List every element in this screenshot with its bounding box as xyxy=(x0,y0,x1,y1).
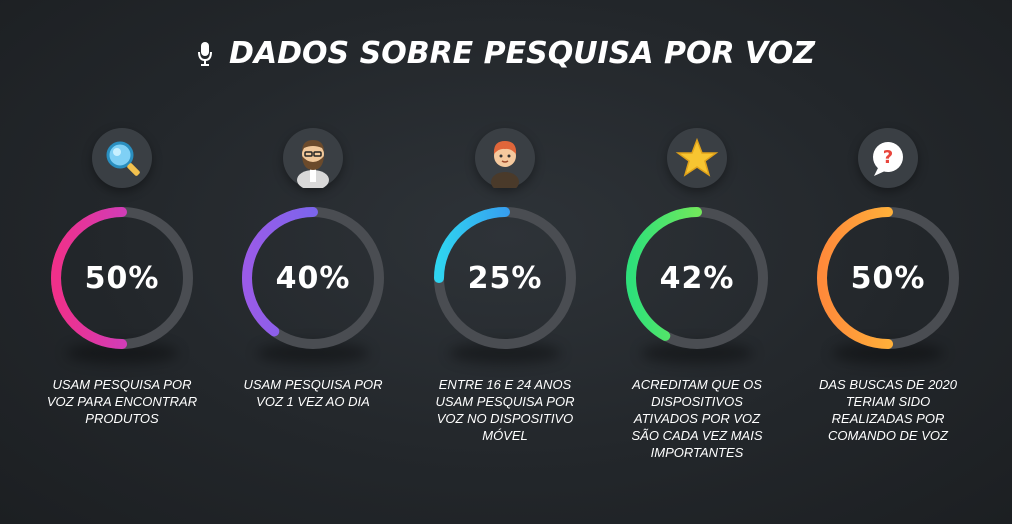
stat-card: 42% ACREDITAM QUE OS DISPOSITIVOS ATIVADO… xyxy=(607,120,787,500)
ring-shadow xyxy=(257,342,369,364)
donut-value-arc xyxy=(51,207,193,349)
donut-ring xyxy=(51,207,193,349)
stat-avatar xyxy=(667,128,727,188)
stat-card: 50% USAM PESQUISA POR VOZ PARA ENCONTRAR … xyxy=(32,120,212,500)
stat-description: ENTRE 16 E 24 ANOS USAM PESQUISA POR VOZ… xyxy=(435,377,575,443)
donut-value-arc xyxy=(626,207,768,349)
ring-shadow xyxy=(66,342,178,364)
stat-description: DAS BUSCAS DE 2020 TERIAM SIDO REALIZADA… xyxy=(818,377,957,443)
stat-avatar xyxy=(283,128,343,188)
page-header: DADOS SOBRE PESQUISA POR VOZ xyxy=(0,36,1012,71)
donut-ring xyxy=(626,207,768,349)
ring-shadow xyxy=(449,342,561,364)
stat-card: 25% ENTRE 16 E 24 ANOS USAM PESQUISA POR … xyxy=(415,120,595,500)
percent-value: 50% xyxy=(850,260,926,296)
percent-value: 40% xyxy=(275,260,351,296)
donut-ring xyxy=(817,207,959,349)
question-bubble-icon: ? xyxy=(873,142,903,176)
donut-ring xyxy=(242,207,384,349)
microphone-icon xyxy=(198,41,213,66)
stat-description: ACREDITAM QUE OS DISPOSITIVOS ATIVADOS P… xyxy=(631,377,763,460)
ring-shadow xyxy=(832,342,944,364)
stat-card: 40% USAM PESQUISA POR VOZ 1 VEZ AO DIA xyxy=(223,120,403,500)
percent-value: 42% xyxy=(659,260,735,296)
stat-card: ? 50% DAS BUSCAS DE 2020 TERIAM SIDO REALI… xyxy=(798,120,978,500)
stat-description: USAM PESQUISA POR VOZ PARA ENCONTRAR PRO… xyxy=(46,377,198,426)
stat-description: USAM PESQUISA POR VOZ 1 VEZ AO DIA xyxy=(243,377,383,409)
magnifier-icon xyxy=(106,141,140,176)
donut-value-arc xyxy=(434,207,576,349)
page-title: DADOS SOBRE PESQUISA POR VOZ xyxy=(229,36,815,71)
ring-shadow xyxy=(641,342,753,364)
donut-value-arc xyxy=(817,207,959,349)
donut-value-arc xyxy=(242,207,384,349)
stats-row: 50% USAM PESQUISA POR VOZ PARA ENCONTRAR … xyxy=(0,120,1012,500)
stat-avatar: ? xyxy=(858,128,918,188)
donut-ring xyxy=(434,207,576,349)
percent-value: 25% xyxy=(467,260,543,296)
young-man-icon xyxy=(491,141,519,188)
bearded-man-icon xyxy=(297,140,329,188)
stat-avatar xyxy=(475,128,535,188)
svg-text:?: ? xyxy=(883,147,893,168)
star-icon xyxy=(675,137,719,177)
percent-value: 50% xyxy=(84,260,160,296)
stat-avatar xyxy=(92,128,152,188)
